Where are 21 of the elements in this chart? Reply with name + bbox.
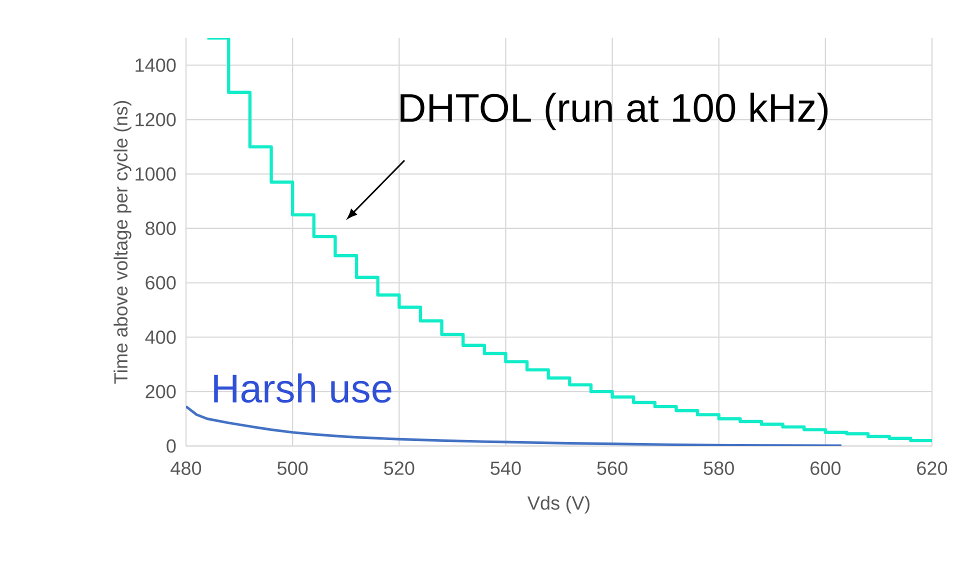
x-tick-label: 500 — [277, 462, 308, 475]
text: DHTOL (run at 100 kHz) — [400, 92, 828, 130]
x-tick-label: 520 — [384, 462, 414, 475]
x-tick-label: 540 — [490, 462, 521, 475]
y-axis-title: Time above voltage per cycle (ns) — [114, 101, 132, 384]
x-tick-label: 560 — [597, 462, 628, 475]
x-axis-title: Vds (V) — [527, 496, 590, 514]
series-label: Harsh use — [214, 373, 392, 403]
x-tick-label: 480 — [170, 462, 202, 475]
x-tick-label: 600 — [810, 462, 841, 475]
y-tick-label: 1400 — [136, 58, 176, 72]
x-tick-label: 580 — [704, 462, 734, 475]
x-tick-label: 620 — [917, 462, 948, 475]
y-tick-label: 400 — [145, 330, 176, 344]
y-tick-label: 1000 — [136, 167, 176, 181]
y-tick-label: 200 — [146, 384, 176, 398]
y-tick-label: 600 — [146, 276, 176, 290]
y-tick-label: 800 — [146, 222, 176, 236]
y-tick-label: 1200 — [136, 112, 176, 126]
line-series — [186, 405, 843, 446]
y-tick-label: 0 — [166, 439, 176, 453]
